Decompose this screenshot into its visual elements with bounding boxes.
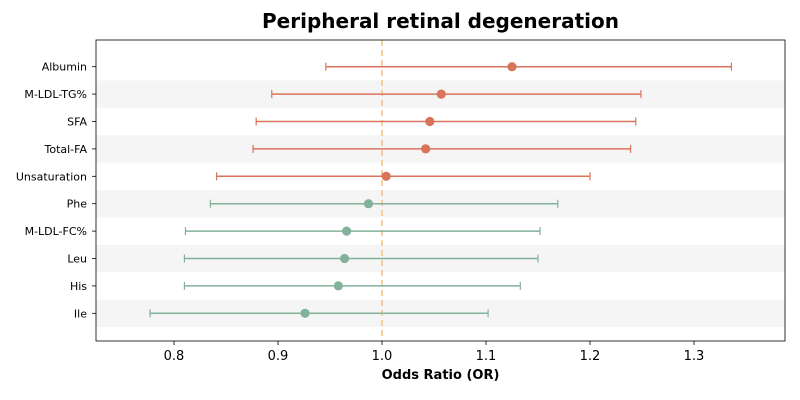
point-estimate xyxy=(381,171,391,181)
point-estimate xyxy=(507,62,517,72)
x-tick-label: 1.1 xyxy=(476,349,497,364)
x-axis-label: Odds Ratio (OR) xyxy=(381,368,500,383)
y-tick-label: M-LDL-TG% xyxy=(24,88,87,101)
y-tick-label: Leu xyxy=(67,253,87,266)
y-tick-label: Phe xyxy=(67,198,88,211)
point-estimate xyxy=(333,281,343,291)
x-tick-label: 1.3 xyxy=(684,349,705,364)
y-tick-label: His xyxy=(70,280,87,293)
y-tick-label: Albumin xyxy=(42,61,87,74)
y-tick-label: Ile xyxy=(74,307,87,320)
point-estimate xyxy=(342,226,352,236)
y-tick-label: Total-FA xyxy=(43,143,87,156)
x-tick-label: 0.8 xyxy=(164,349,185,364)
point-estimate xyxy=(421,144,431,154)
x-tick-label: 1.0 xyxy=(372,349,393,364)
y-tick-label: M-LDL-FC% xyxy=(25,225,87,238)
y-tick-label: SFA xyxy=(67,116,87,129)
point-estimate xyxy=(339,253,350,264)
point-estimate xyxy=(300,308,310,318)
point-estimate xyxy=(363,199,374,209)
plot-frame xyxy=(95,39,786,342)
x-tick-label: 0.9 xyxy=(268,349,289,364)
point-estimate xyxy=(436,89,446,99)
chart-title: Peripheral retinal degeneration xyxy=(262,9,619,33)
y-tick-label: Unsaturation xyxy=(16,170,87,183)
x-tick-label: 1.2 xyxy=(580,349,601,364)
point-estimate xyxy=(425,116,435,127)
